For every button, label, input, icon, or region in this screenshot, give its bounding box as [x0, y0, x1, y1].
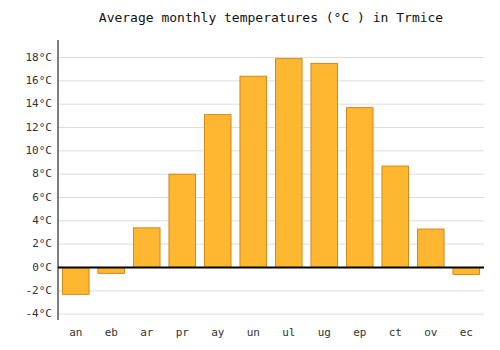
- page: {"chart_data": {"type": "bar", "title": …: [0, 0, 500, 350]
- bar: [453, 268, 480, 275]
- grid-line: [58, 267, 484, 268]
- y-tick-label: 6°C: [32, 191, 52, 204]
- bar: [417, 229, 444, 268]
- bar: [346, 108, 373, 268]
- zero-line: [58, 267, 484, 269]
- x-tick-label: ay: [211, 326, 225, 339]
- y-tick-label: 14°C: [26, 97, 53, 110]
- y-tick-label: 2°C: [32, 237, 52, 250]
- x-tick-label: ct: [389, 326, 402, 339]
- y-ticks: -4°C -2°C 0°C 2°C 4°C 6°C 8°C 10°C 12°C 14°C 16°C 1…: [26, 51, 53, 321]
- bar: [169, 174, 196, 267]
- y-tick-label: 8°C: [32, 167, 52, 180]
- y-tick-label: 18°C: [26, 51, 53, 64]
- grid-line: [58, 80, 484, 81]
- grid-line: [58, 150, 484, 151]
- bar: [240, 76, 267, 267]
- grid-line: [58, 104, 484, 105]
- x-ticks: an eb ar pr ay un ul ug ep ct ov ec: [69, 326, 473, 339]
- y-tick-label: 4°C: [32, 214, 52, 227]
- bar: [133, 228, 160, 268]
- title: Average monthly temperatures (°C ) in Tr…: [99, 10, 444, 25]
- x-tick-label: ec: [460, 326, 473, 339]
- x-tick-label: pr: [176, 326, 190, 339]
- grid-line: [58, 127, 484, 128]
- x-tick-label: an: [69, 326, 82, 339]
- x-tick-label: ul: [282, 326, 295, 339]
- y-tick-label: 12°C: [26, 121, 53, 134]
- bar: [275, 59, 302, 268]
- x-tick-label: ep: [353, 326, 366, 339]
- x-tick-label: ar: [140, 326, 154, 339]
- y-tick-label: 10°C: [26, 144, 53, 157]
- bar: [311, 63, 338, 267]
- x-tick-label: ug: [318, 326, 331, 339]
- grid-line: [58, 174, 484, 175]
- bars: [62, 59, 479, 295]
- grid-line: [58, 220, 484, 221]
- chart: -4°C -2°C 0°C 2°C 4°C 6°C 8°C 10°C 12°C 14°C 16°C 1…: [0, 0, 500, 350]
- bar: [62, 268, 89, 295]
- grid-line: [58, 314, 484, 315]
- x-tick-label: eb: [105, 326, 118, 339]
- background: [0, 0, 500, 350]
- y-tick-label: -2°C: [26, 284, 53, 297]
- y-tick-label: -4°C: [26, 307, 53, 320]
- y-axis-line: [58, 40, 59, 320]
- grid-line: [58, 290, 484, 291]
- y-tick-label: 0°C: [32, 261, 52, 274]
- bar: [382, 166, 409, 268]
- grid-line: [58, 197, 484, 198]
- y-tick-label: 16°C: [26, 74, 53, 87]
- x-tick-label: ov: [424, 326, 438, 339]
- grid-line: [58, 57, 484, 58]
- x-tick-label: un: [247, 326, 260, 339]
- bar: [204, 115, 231, 268]
- y-grid: [58, 58, 484, 315]
